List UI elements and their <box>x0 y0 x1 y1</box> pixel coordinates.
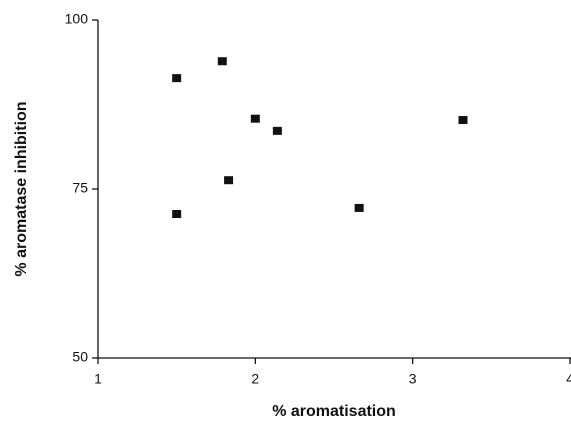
point <box>217 57 227 66</box>
x-tick-label: 1 <box>94 371 102 387</box>
x-tick-label: 2 <box>251 371 259 387</box>
point <box>458 116 468 125</box>
x-tick-label: 4 <box>566 371 571 387</box>
y-tick-label: 75 <box>72 180 88 196</box>
y-tick-label: 100 <box>65 11 89 27</box>
y-tick-label: 50 <box>72 349 88 365</box>
point <box>172 210 182 219</box>
point <box>250 114 260 123</box>
x-axis-label: % aromatisation <box>272 403 396 420</box>
point <box>354 203 364 212</box>
point <box>224 176 234 185</box>
point <box>172 74 182 83</box>
point <box>272 126 282 135</box>
y-axis-label: % aromatase inhibition <box>13 101 30 276</box>
x-tick-label: 3 <box>409 371 417 387</box>
